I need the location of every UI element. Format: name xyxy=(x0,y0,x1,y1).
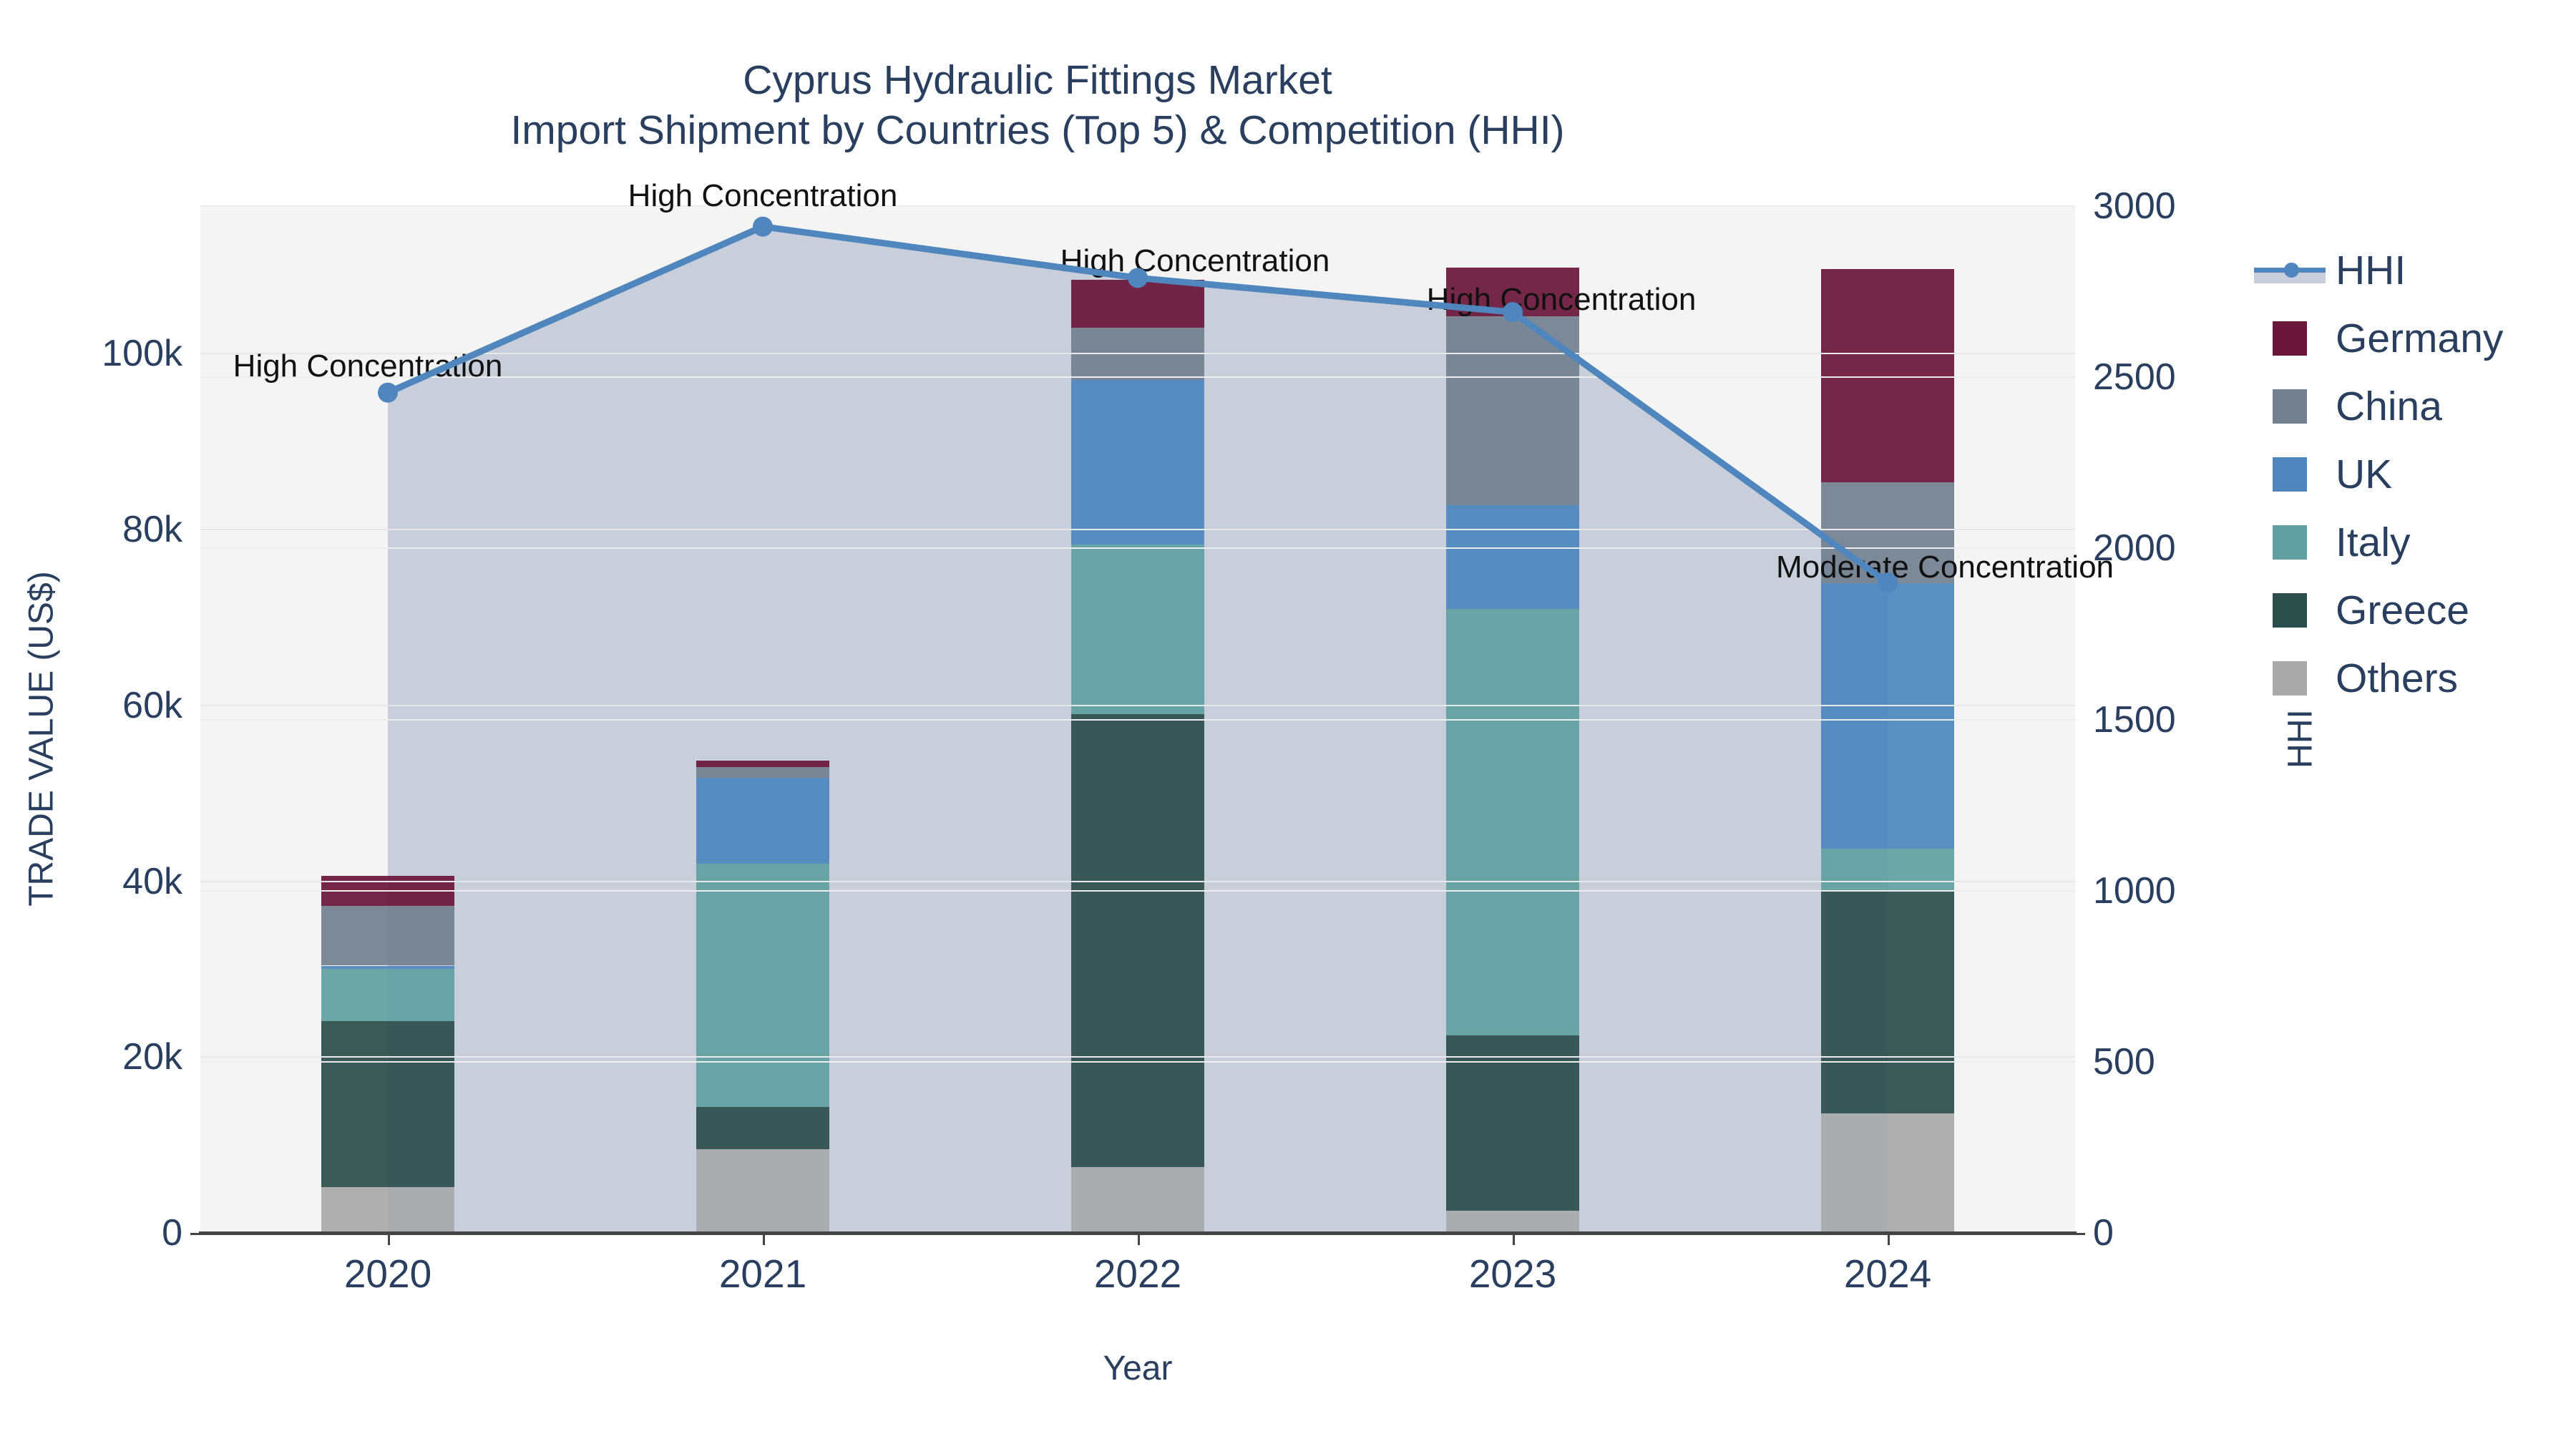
legend-swatch-icon xyxy=(2273,457,2307,492)
legend-swatch-icon xyxy=(2273,660,2307,696)
gridline-y-100k xyxy=(200,353,2075,355)
chart-title: Cyprus Hydraulic Fittings Market Import … xyxy=(0,56,2075,155)
x-axis-line xyxy=(199,1231,2077,1235)
bar-segment-others-2023[interactable] xyxy=(1446,1211,1579,1233)
x-tick-2020 xyxy=(388,1235,390,1245)
legend-item-hhi[interactable]: HHI xyxy=(2254,236,2562,304)
legend-swatch-icon xyxy=(2273,389,2307,424)
legend-item-others[interactable]: Others xyxy=(2254,644,2562,712)
bar-segment-italy-2021[interactable] xyxy=(696,863,829,1108)
legend-item-china[interactable]: China xyxy=(2254,372,2562,440)
y2-tick-label-2000: 2000 xyxy=(2093,527,2176,570)
bar-segment-others-2024[interactable] xyxy=(1821,1113,1954,1233)
bar-segment-germany-2024[interactable] xyxy=(1821,269,1954,482)
x-tick-2021 xyxy=(763,1235,765,1245)
hhi-marker-layer xyxy=(378,216,1898,593)
bar-segment-greece-2023[interactable] xyxy=(1446,1035,1579,1211)
x-tick-label-2024: 2024 xyxy=(1843,1252,1932,1296)
legend-line-marker-icon xyxy=(2254,253,2326,288)
gridline-y-80k xyxy=(200,529,2075,531)
y-tick-label-80k: 80k xyxy=(122,509,182,551)
hhi-point-2022[interactable] xyxy=(1128,268,1148,288)
x-tick-2023 xyxy=(1513,1235,1515,1245)
bar-segment-uk-2021[interactable] xyxy=(696,777,829,864)
legend-item-greece[interactable]: Greece xyxy=(2254,576,2562,644)
legend-item-uk[interactable]: UK xyxy=(2254,440,2562,508)
y-axis-title: TRADE VALUE (US$) xyxy=(22,571,61,907)
y-tick-label-60k: 60k xyxy=(122,684,182,726)
hhi-point-2024[interactable] xyxy=(1878,572,1898,593)
x-axis-title: Year xyxy=(1103,1350,1173,1387)
legend-label: Greece xyxy=(2336,587,2469,633)
hhi-point-2023[interactable] xyxy=(1503,302,1523,323)
gridline-y2-3000 xyxy=(200,205,2075,207)
gridline-y-60k xyxy=(200,704,2075,706)
bar-segment-italy-2020[interactable] xyxy=(321,969,454,1021)
y-tick-0 xyxy=(190,1233,200,1235)
x-tick-2024 xyxy=(1888,1235,1890,1245)
gridline-y-40k xyxy=(200,880,2075,882)
x-tick-label-2020: 2020 xyxy=(343,1252,432,1296)
y2-tick-label-500: 500 xyxy=(2093,1040,2155,1083)
legend-label: Germany xyxy=(2336,315,2504,361)
bar-segment-uk-2024[interactable] xyxy=(1821,583,1954,849)
bar-segment-china-2020[interactable] xyxy=(321,905,454,966)
annotation-2021: High Concentration xyxy=(628,177,898,213)
gridline-y2-2500 xyxy=(200,376,2075,379)
gridline-y2-1500 xyxy=(200,718,2075,721)
legend-item-italy[interactable]: Italy xyxy=(2254,508,2562,576)
bar-segment-greece-2024[interactable] xyxy=(1821,891,1954,1113)
bar-segment-germany-2021[interactable] xyxy=(696,761,829,767)
bar-segment-greece-2021[interactable] xyxy=(696,1107,829,1150)
y-tick-label-0: 0 xyxy=(162,1212,182,1254)
gridline-y2-1000 xyxy=(200,889,2075,892)
y-tick-label-20k: 20k xyxy=(122,1036,182,1078)
legend-label: China xyxy=(2336,383,2442,429)
legend-label: Others xyxy=(2336,655,2459,701)
annotation-2024: Moderate Concentration xyxy=(1775,550,2114,585)
bar-segment-uk-2022[interactable] xyxy=(1071,380,1204,545)
legend-swatch-icon xyxy=(2273,525,2307,560)
gridline-y-20k xyxy=(200,1056,2075,1058)
legend-label: Italy xyxy=(2336,519,2411,565)
legend-label: UK xyxy=(2336,451,2393,497)
y2-tick-label-1500: 1500 xyxy=(2093,698,2176,741)
bar-segment-others-2020[interactable] xyxy=(321,1187,454,1233)
hhi-point-2020[interactable] xyxy=(378,382,398,403)
annotation-2020: High Concentration xyxy=(233,348,503,384)
bar-segment-italy-2024[interactable] xyxy=(1821,849,1954,892)
legend: HHI Germany China UK Italy Greece Others xyxy=(2254,236,2562,712)
hhi-point-2021[interactable] xyxy=(753,216,773,237)
bar-segment-greece-2022[interactable] xyxy=(1071,714,1204,1167)
bar-segment-others-2021[interactable] xyxy=(696,1149,829,1233)
bar-segment-italy-2023[interactable] xyxy=(1446,608,1579,1035)
y-tick-label-100k: 100k xyxy=(102,333,182,375)
y-tick-label-40k: 40k xyxy=(122,860,182,902)
bar-segment-china-2021[interactable] xyxy=(696,766,829,778)
legend-swatch-icon xyxy=(2273,592,2307,628)
x-tick-2022 xyxy=(1138,1235,1140,1245)
y2-tick-0 xyxy=(2075,1233,2085,1235)
legend-label: HHI xyxy=(2336,247,2406,293)
x-tick-label-2021: 2021 xyxy=(718,1252,807,1296)
bar-segment-greece-2020[interactable] xyxy=(321,1020,454,1188)
gridline-y2-2000 xyxy=(200,547,2075,550)
y2-tick-label-0: 0 xyxy=(2093,1212,2114,1254)
x-tick-label-2023: 2023 xyxy=(1468,1252,1557,1296)
bar-segment-china-2024[interactable] xyxy=(1821,482,1954,584)
bar-segment-italy-2022[interactable] xyxy=(1071,545,1204,715)
bar-segment-uk-2020[interactable] xyxy=(321,965,454,970)
y2-tick-label-2500: 2500 xyxy=(2093,356,2176,399)
y2-tick-label-3000: 3000 xyxy=(2093,185,2176,227)
gridline-y2-500 xyxy=(200,1060,2075,1063)
chart-title-main: Cyprus Hydraulic Fittings Market xyxy=(743,57,1332,103)
bar-segment-uk-2023[interactable] xyxy=(1446,504,1579,609)
legend-swatch-icon xyxy=(2273,321,2307,356)
y2-tick-label-1000: 1000 xyxy=(2093,869,2176,912)
bar-segment-others-2022[interactable] xyxy=(1071,1166,1204,1233)
x-tick-label-2022: 2022 xyxy=(1093,1252,1182,1296)
legend-item-germany[interactable]: Germany xyxy=(2254,304,2562,372)
chart-title-sub: Import Shipment by Countries (Top 5) & C… xyxy=(510,107,1565,153)
